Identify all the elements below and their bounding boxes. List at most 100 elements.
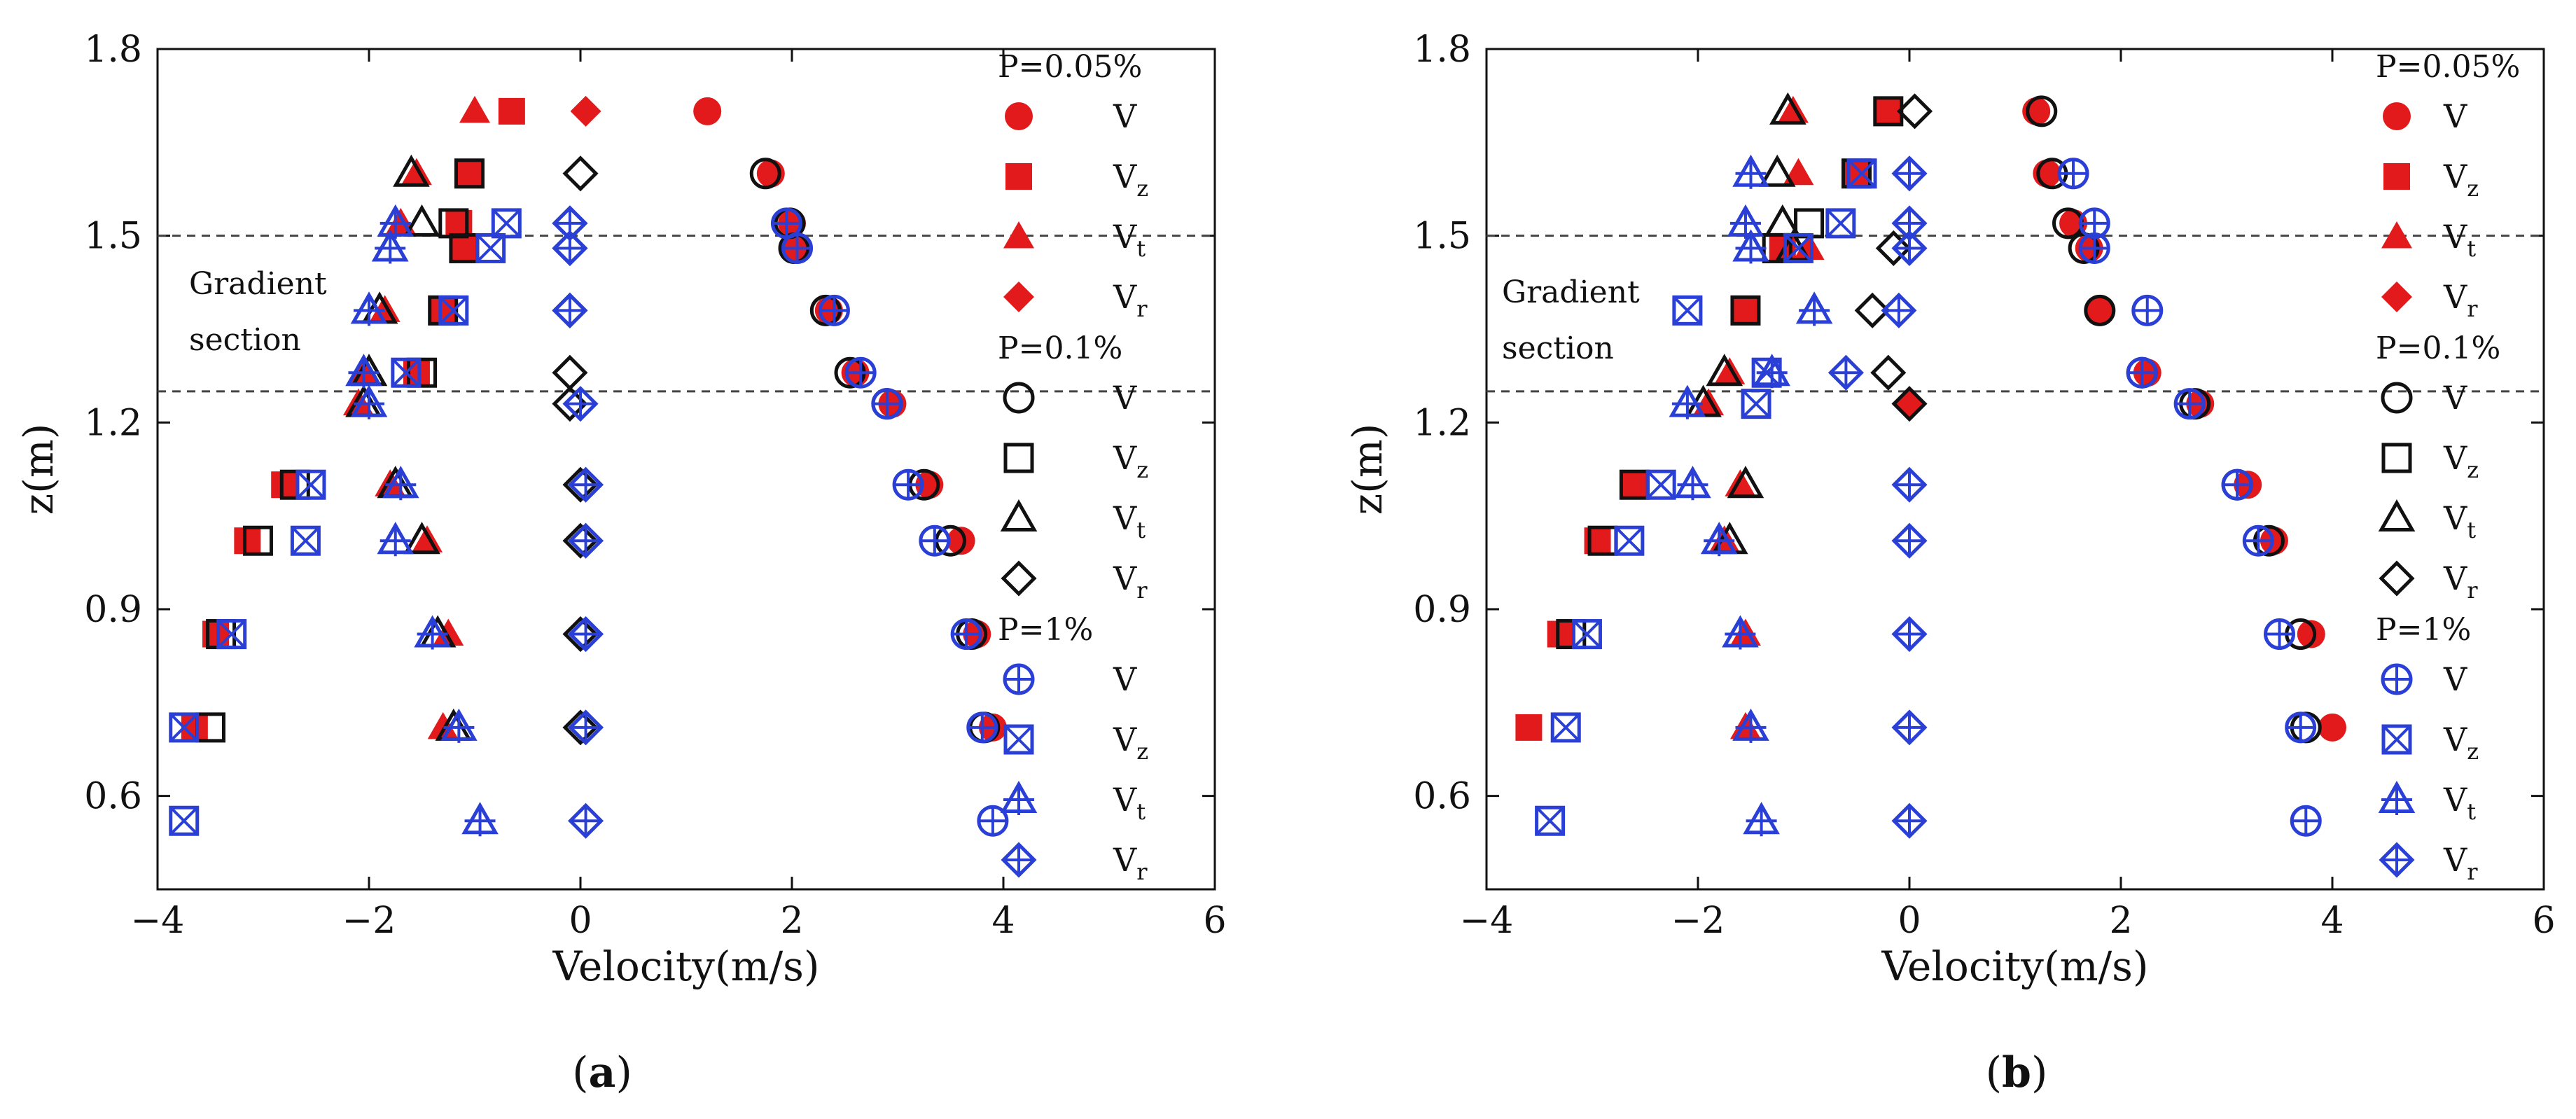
- legend-entry-label: Vt: [2443, 781, 2476, 825]
- legend-entry-label: Vt: [2443, 218, 2476, 262]
- point-triangle-t-open: [1769, 92, 1806, 125]
- point-circle-crossed: [966, 711, 998, 744]
- point-triangle-t-crossed: [377, 522, 415, 557]
- point-triangle-t-crossed: [414, 615, 451, 650]
- point-circle-crossed: [2131, 294, 2164, 326]
- point-triangle-t-crossed: [382, 466, 419, 501]
- point-triangle-t-crossed: [1674, 466, 1711, 501]
- y-tick-label: 0.9: [84, 589, 142, 631]
- x-tick-label: 2: [2109, 900, 2132, 942]
- point-triangle-t-open: [393, 154, 430, 187]
- point-circle-crossed: [781, 232, 814, 264]
- point-triangle-t-crossed: [1753, 354, 1791, 389]
- y-axis-label: z(m): [1344, 424, 1391, 515]
- point-square-z-filled: [456, 160, 483, 187]
- point-diamond-r-crossed: [568, 522, 604, 559]
- point-triangle-t-crossed: [1743, 802, 1780, 837]
- point-triangle-t-crossed: [1700, 522, 1738, 557]
- point-diamond-r-open: [1897, 93, 1933, 130]
- plot-frame: [156, 48, 1216, 891]
- point-diamond-r-crossed: [1827, 354, 1864, 391]
- point-triangle-t-open: [1764, 204, 1802, 237]
- point-diamond-r-crossed: [1881, 292, 1917, 328]
- point-circle-crossed: [2078, 232, 2110, 264]
- point-diamond-r-open: [1875, 230, 1912, 266]
- chart-panel-b: −4 −2 0 2 4 6 0.6 0.9 1.2 1.5 1.8 Velocity(m/s) z(m)…: [1344, 29, 2556, 1097]
- point-square-z-crossed: [1741, 389, 1771, 419]
- legend-entry-label: V: [2443, 379, 2467, 417]
- point-circle-filled: [947, 527, 975, 555]
- point-square-z-filled: [271, 471, 298, 499]
- legend-entry-label: Vt: [1113, 218, 1146, 262]
- point-triangle-t-open: [403, 204, 440, 237]
- legend-entry-label: V: [1113, 379, 1137, 417]
- legend-group-title: P=0.1%: [998, 331, 1122, 366]
- legend-marker-square: [2383, 163, 2410, 190]
- y-tick-label: 0.6: [1413, 776, 1471, 818]
- y-tick-label: 1.5: [84, 216, 142, 258]
- point-diamond-r-open: [562, 155, 599, 192]
- point-diamond-r-crossed: [1891, 522, 1928, 559]
- x-tick-label: 0: [569, 900, 592, 942]
- point-circle-crossed: [892, 468, 924, 501]
- point-square-z-filled: [450, 235, 478, 262]
- legend-entry-label: Vz: [2443, 439, 2479, 483]
- point-circle-crossed: [2285, 711, 2317, 744]
- point-circle-open: [2026, 95, 2058, 127]
- legend-entry-label: Vr: [1113, 278, 1148, 322]
- gradient-annotation-line2: section: [1502, 331, 1614, 366]
- legend-marker-triangle: [2378, 499, 2416, 531]
- legend-marker-diamond: [2381, 282, 2412, 312]
- plot-frame: [1485, 48, 2545, 891]
- point-diamond-r-crossed: [552, 292, 588, 328]
- point-diamond-r-crossed: [1891, 230, 1928, 266]
- x-tick-label: −2: [342, 900, 396, 942]
- point-square-z-crossed: [169, 712, 200, 743]
- point-square-z-filled: [1621, 471, 1648, 499]
- point-diamond-r-crossed: [568, 616, 604, 653]
- point-circle-crossed: [2242, 524, 2274, 557]
- point-diamond-r-crossed: [1891, 155, 1928, 192]
- legend-entry-label: Vr: [2443, 560, 2478, 604]
- point-circle-open: [749, 158, 781, 190]
- point-diamond-r-filled: [570, 95, 601, 127]
- y-axis-label: z(m): [15, 424, 62, 515]
- point-square-z-filled: [1547, 620, 1574, 648]
- point-circle-crossed: [818, 294, 850, 326]
- point-square-z-open: [1556, 619, 1587, 650]
- point-circle-crossed: [2264, 618, 2295, 651]
- point-square-z-open: [242, 525, 273, 556]
- y-tick-label: 1.5: [1413, 216, 1471, 258]
- point-circle-crossed: [2221, 468, 2253, 501]
- legend-group-title: P=0.1%: [2376, 331, 2500, 366]
- legend-entry-label: V: [2443, 97, 2467, 135]
- x-axis-label: Velocity(m/s): [1881, 943, 2148, 990]
- point-diamond-r-open: [1870, 354, 1907, 391]
- legend-marker-diamond: [1001, 560, 1037, 597]
- point-square-z-crossed: [169, 805, 200, 836]
- point-triangle-t-crossed: [350, 291, 388, 326]
- x-tick-label: 4: [991, 900, 1015, 942]
- legend-group-title: P=1%: [998, 612, 1093, 648]
- point-square-z-crossed: [1825, 208, 1856, 239]
- point-square-z-crossed: [1614, 525, 1645, 556]
- point-square-z-crossed: [1535, 805, 1566, 836]
- legend-marker-circle: [1005, 102, 1033, 130]
- legend-group-title: P=1%: [2376, 612, 2471, 648]
- point-diamond-r-crossed: [1891, 709, 1928, 746]
- legend-entry-label: Vz: [2443, 158, 2479, 202]
- legend-entry-label: Vr: [1113, 560, 1148, 604]
- point-triangle-t-crossed: [345, 354, 382, 389]
- legend-group-title: P=0.05%: [998, 49, 1142, 85]
- legend-marker-circle: [2383, 102, 2411, 130]
- point-diamond-r-crossed: [552, 230, 588, 266]
- point-diamond-r-open: [1891, 386, 1928, 422]
- legend-entry-label: Vr: [2443, 278, 2478, 322]
- legend-marker-square: [1003, 724, 1034, 755]
- legend-marker-triangle: [2378, 780, 2416, 815]
- gradient-annotation-line1: Gradient: [189, 266, 327, 302]
- point-circle-crossed: [977, 805, 1009, 837]
- legend-entry-label: Vz: [1113, 158, 1148, 202]
- x-tick-label: 4: [2320, 900, 2344, 942]
- legend-marker-square: [2381, 443, 2412, 473]
